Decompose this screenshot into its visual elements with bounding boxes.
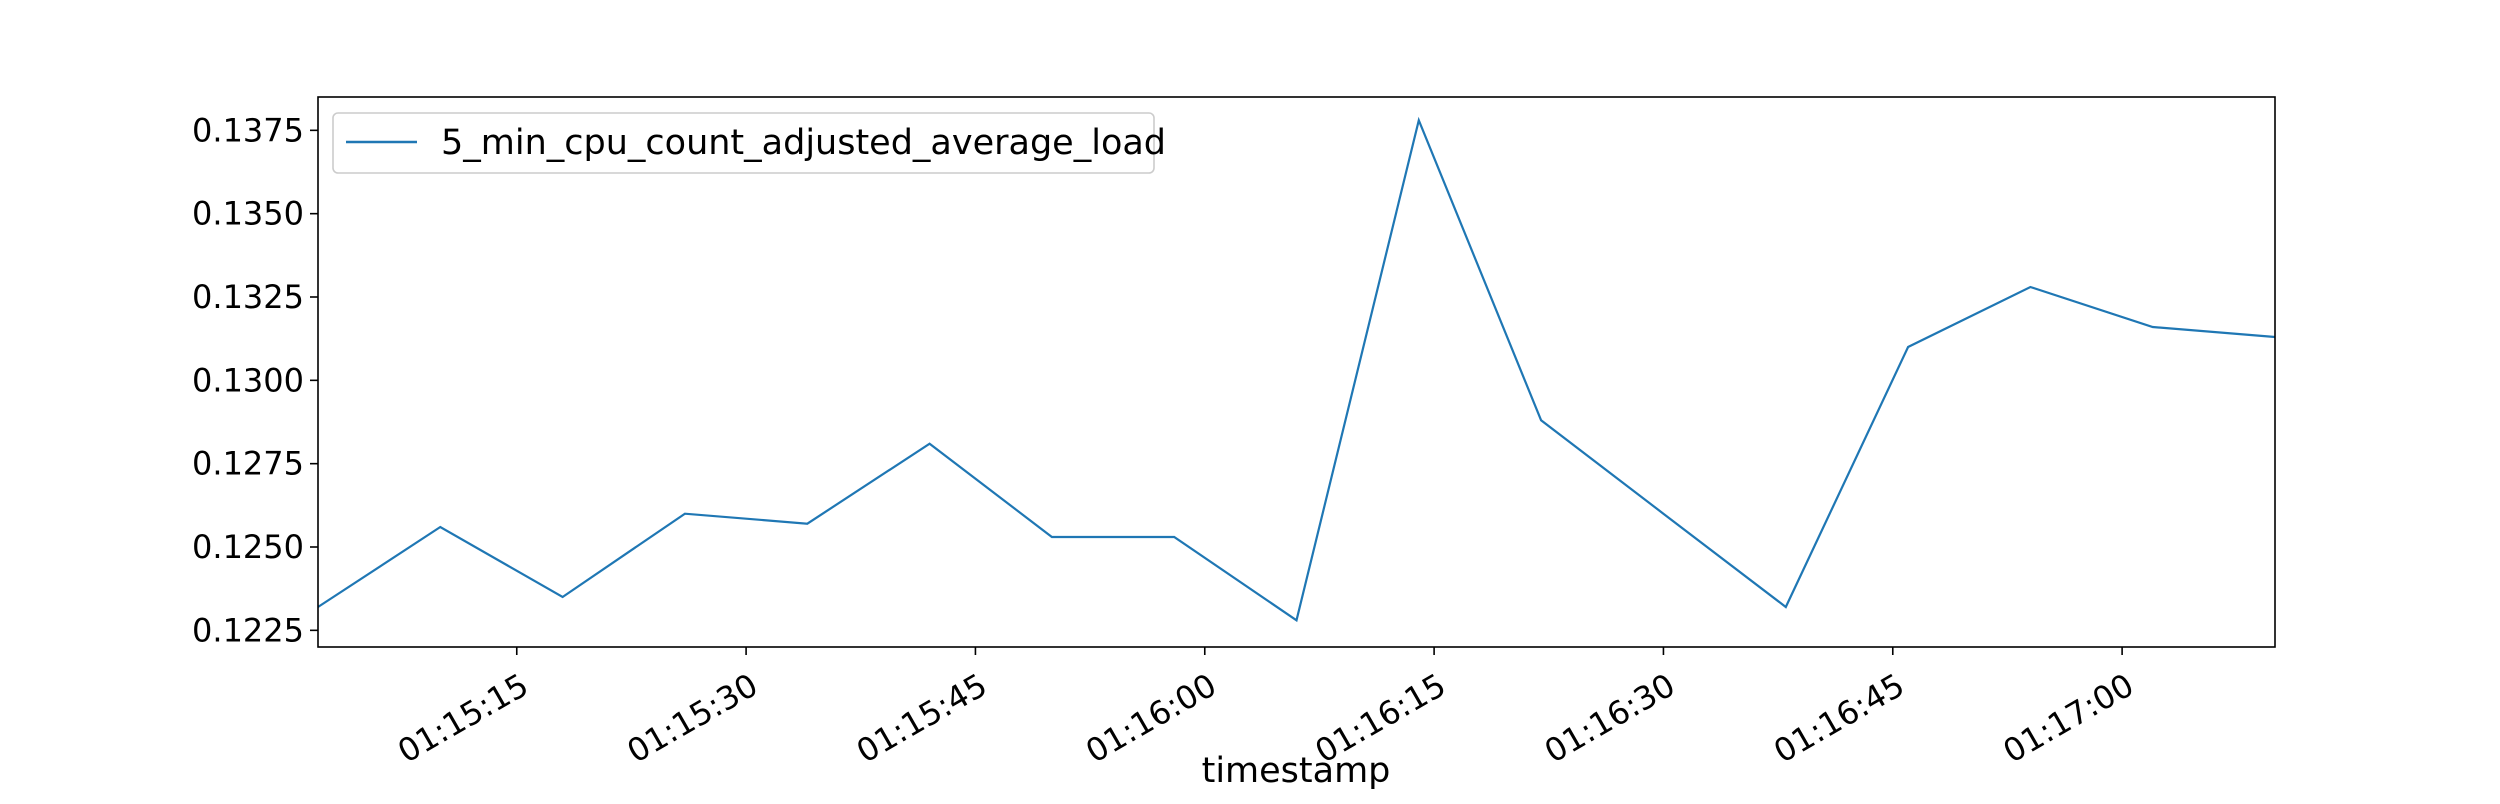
x-tick-label: 01:16:30 [1538,666,1681,771]
y-tick-label: 0.1375 [192,111,304,149]
x-tick-label: 01:17:00 [1997,666,2140,771]
x-tick-label: 01:16:45 [1767,666,1910,771]
x-tick-label: 01:15:15 [391,666,534,771]
y-tick-label: 0.1300 [192,361,304,399]
legend-series-label: 5_min_cpu_count_adjusted_average_load [441,123,1166,163]
plot-frame [317,96,2276,648]
y-tick-label: 0.1250 [192,528,304,566]
y-tick-label: 0.1275 [192,445,304,483]
y-tick-label: 0.1225 [192,611,304,649]
x-tick-label: 01:15:30 [621,666,764,771]
y-tick-label: 0.1325 [192,278,304,316]
x-axis-label: timestamp [1202,751,1391,791]
legend-box [332,112,1155,174]
y-tick-label: 0.1350 [192,195,304,233]
plot-background [318,97,2275,647]
y-axis: 0.1225 0.1250 0.1275 0.1300 0.1325 0.1350 0.13… [192,111,318,649]
legend: 5_min_cpu_count_adjusted_average_load [332,112,1166,174]
series-line [317,116,2276,623]
series-layer [317,116,2276,623]
x-tick-label: 01:15:45 [850,666,993,771]
